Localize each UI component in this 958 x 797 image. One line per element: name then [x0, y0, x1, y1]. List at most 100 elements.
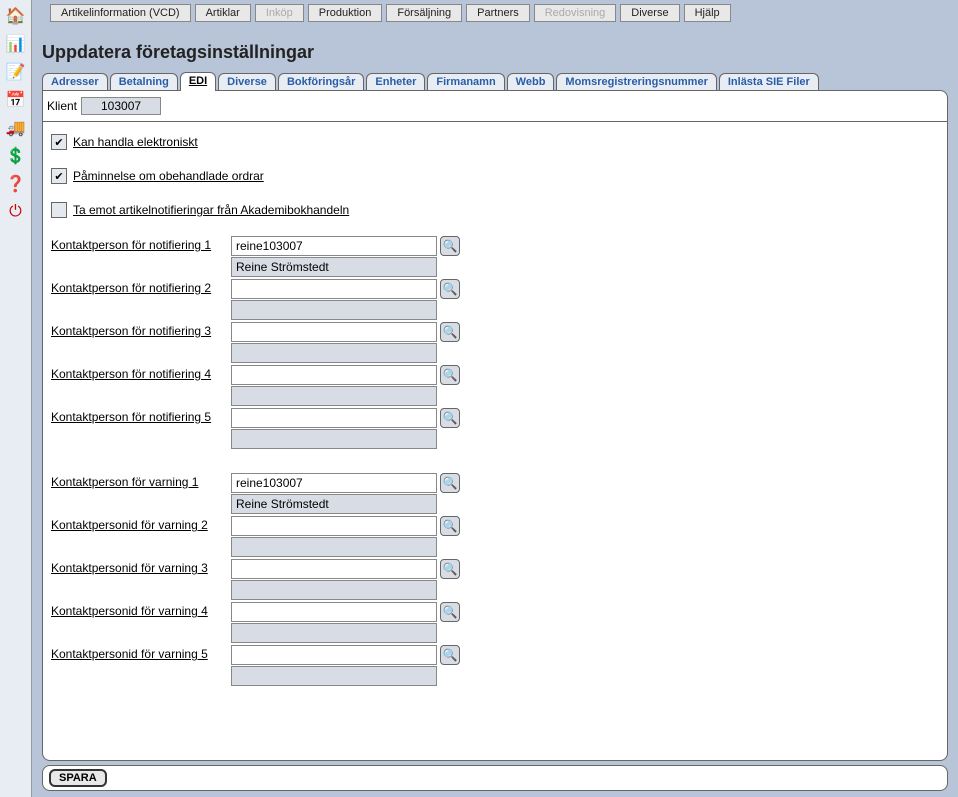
klient-row: Klient 103007 — [43, 91, 947, 122]
lookup-icon[interactable]: 🔍 — [440, 473, 460, 493]
lookup-icon[interactable]: 🔍 — [440, 516, 460, 536]
tab-adresser[interactable]: Adresser — [42, 73, 108, 91]
warn-label-2: Kontaktpersonid för varning 2 — [51, 516, 231, 532]
notif-label-5: Kontaktperson för notifiering 5 — [51, 408, 231, 424]
checkbox-paminelse-label: Påminnelse om obehandlade ordrar — [73, 169, 264, 183]
checkbox-artikelnotif-label: Ta emot artikelnotifieringar från Akadem… — [73, 203, 349, 217]
lookup-icon[interactable]: 🔍 — [440, 645, 460, 665]
money-icon[interactable]: 💲 — [4, 144, 28, 168]
warn-input-4[interactable] — [231, 602, 437, 622]
warn-label-3: Kontaktpersonid för varning 3 — [51, 559, 231, 575]
notif-display-2 — [231, 300, 437, 320]
checkbox-elektroniskt-label: Kan handla elektroniskt — [73, 135, 198, 149]
cb-row-1: ✔ Kan handla elektroniskt — [51, 134, 939, 150]
top-menu: Artikelinformation (VCD) Artiklar Inköp … — [32, 0, 958, 26]
chart-icon[interactable]: 📊 — [4, 32, 28, 56]
page-title: Uppdatera företagsinställningar — [42, 26, 948, 71]
left-sidebar: 🏠 📊 📝 📅 🚚 💲 ❓ ⏻ — [0, 0, 32, 797]
lookup-icon[interactable]: 🔍 — [440, 602, 460, 622]
home-icon[interactable]: 🏠 — [4, 4, 28, 28]
checkbox-artikelnotif[interactable] — [51, 202, 67, 218]
notif-row-2: Kontaktperson för notifiering 2 🔍 — [51, 279, 939, 320]
warn-input-1[interactable] — [231, 473, 437, 493]
help-icon[interactable]: ❓ — [4, 172, 28, 196]
tab-firmanamn[interactable]: Firmanamn — [427, 73, 504, 91]
notif-input-3[interactable] — [231, 322, 437, 342]
lookup-icon[interactable]: 🔍 — [440, 559, 460, 579]
tab-moms[interactable]: Momsregistreringsnummer — [556, 73, 716, 91]
notif-label-1: Kontaktperson för notifiering 1 — [51, 236, 231, 252]
tab-enheter[interactable]: Enheter — [366, 73, 425, 91]
notif-display-5 — [231, 429, 437, 449]
lookup-icon[interactable]: 🔍 — [440, 322, 460, 342]
notif-label-3: Kontaktperson för notifiering 3 — [51, 322, 231, 338]
cb-row-2: ✔ Påminnelse om obehandlade ordrar — [51, 168, 939, 184]
warn-label-1: Kontaktperson för varning 1 — [51, 473, 231, 489]
main-area: Artikelinformation (VCD) Artiklar Inköp … — [32, 0, 958, 797]
menu-forsaljning[interactable]: Försäljning — [386, 4, 462, 22]
warn-row-2: Kontaktpersonid för varning 2 🔍 — [51, 516, 939, 557]
note-icon[interactable]: 📝 — [4, 60, 28, 84]
panel: Klient 103007 ✔ Kan handla elektroniskt … — [42, 90, 948, 761]
form-body: ✔ Kan handla elektroniskt ✔ Påminnelse o… — [43, 122, 947, 718]
warn-label-5: Kontaktpersonid för varning 5 — [51, 645, 231, 661]
menu-partners[interactable]: Partners — [466, 4, 530, 22]
notif-group: Kontaktperson för notifiering 1 🔍 Reine … — [51, 236, 939, 449]
notif-display-3 — [231, 343, 437, 363]
menu-inkop[interactable]: Inköp — [255, 4, 304, 22]
truck-icon[interactable]: 🚚 — [4, 116, 28, 140]
notif-input-1[interactable] — [231, 236, 437, 256]
warn-row-5: Kontaktpersonid för varning 5 🔍 — [51, 645, 939, 686]
notif-input-5[interactable] — [231, 408, 437, 428]
notif-display-4 — [231, 386, 437, 406]
tab-sie[interactable]: Inlästa SIE Filer — [719, 73, 819, 91]
tab-betalning[interactable]: Betalning — [110, 73, 178, 91]
checkbox-elektroniskt[interactable]: ✔ — [51, 134, 67, 150]
tabs: Adresser Betalning EDI Diverse Bokföring… — [42, 71, 948, 91]
cb-row-3: Ta emot artikelnotifieringar från Akadem… — [51, 202, 939, 218]
notif-label-2: Kontaktperson för notifiering 2 — [51, 279, 231, 295]
calendar-icon[interactable]: 📅 — [4, 88, 28, 112]
klient-label: Klient — [47, 99, 77, 113]
menu-diverse[interactable]: Diverse — [620, 4, 679, 22]
tab-bokforingsar[interactable]: Bokföringsår — [278, 73, 364, 91]
notif-input-4[interactable] — [231, 365, 437, 385]
warn-row-1: Kontaktperson för varning 1 🔍 Reine Strö… — [51, 473, 939, 514]
notif-row-1: Kontaktperson för notifiering 1 🔍 Reine … — [51, 236, 939, 277]
notif-input-2[interactable] — [231, 279, 437, 299]
warn-label-4: Kontaktpersonid för varning 4 — [51, 602, 231, 618]
checkbox-paminelse[interactable]: ✔ — [51, 168, 67, 184]
warn-display-5 — [231, 666, 437, 686]
notif-row-4: Kontaktperson för notifiering 4 🔍 — [51, 365, 939, 406]
warn-input-5[interactable] — [231, 645, 437, 665]
warn-input-2[interactable] — [231, 516, 437, 536]
notif-row-3: Kontaktperson för notifiering 3 🔍 — [51, 322, 939, 363]
warn-display-3 — [231, 580, 437, 600]
tab-diverse[interactable]: Diverse — [218, 73, 276, 91]
content: Uppdatera företagsinställningar Adresser… — [32, 26, 958, 797]
warn-group: Kontaktperson för varning 1 🔍 Reine Strö… — [51, 473, 939, 686]
warn-display-4 — [231, 623, 437, 643]
tab-webb[interactable]: Webb — [507, 73, 555, 91]
klient-value: 103007 — [81, 97, 161, 115]
menu-artiklar[interactable]: Artiklar — [195, 4, 251, 22]
menu-hjalp[interactable]: Hjälp — [684, 4, 731, 22]
notif-display-1: Reine Strömstedt — [231, 257, 437, 277]
save-button[interactable]: SPARA — [49, 769, 107, 787]
lookup-icon[interactable]: 🔍 — [440, 279, 460, 299]
tab-edi[interactable]: EDI — [180, 72, 216, 91]
power-icon[interactable]: ⏻ — [4, 200, 28, 224]
warn-row-3: Kontaktpersonid för varning 3 🔍 — [51, 559, 939, 600]
menu-redovisning[interactable]: Redovisning — [534, 4, 617, 22]
menu-artikelinfo[interactable]: Artikelinformation (VCD) — [50, 4, 191, 22]
lookup-icon[interactable]: 🔍 — [440, 408, 460, 428]
warn-input-3[interactable] — [231, 559, 437, 579]
notif-label-4: Kontaktperson för notifiering 4 — [51, 365, 231, 381]
lookup-icon[interactable]: 🔍 — [440, 236, 460, 256]
warn-display-1: Reine Strömstedt — [231, 494, 437, 514]
warn-display-2 — [231, 537, 437, 557]
lookup-icon[interactable]: 🔍 — [440, 365, 460, 385]
notif-row-5: Kontaktperson för notifiering 5 🔍 — [51, 408, 939, 449]
save-row: SPARA — [42, 765, 948, 791]
menu-produktion[interactable]: Produktion — [308, 4, 383, 22]
